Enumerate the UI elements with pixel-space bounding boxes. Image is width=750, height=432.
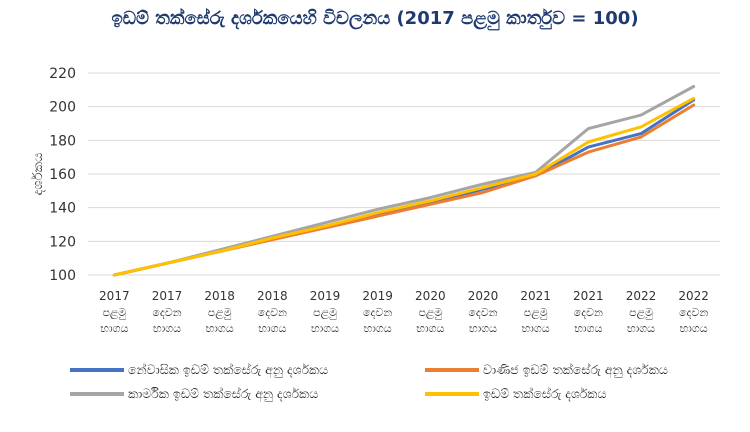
legend-swatch-residential: [70, 368, 124, 372]
legend-item-residential: නේවාසික ඉඩම් තක්සේරු අනු දර්ශකය: [70, 362, 328, 378]
y-tick-label-120: 120: [49, 234, 76, 250]
x-tick-label-9-2: භාගය: [574, 322, 602, 335]
y-tick-label-160: 160: [49, 167, 76, 183]
x-tick-label-5-0: 2019: [362, 289, 393, 303]
x-tick-label-2-0: 2018: [204, 289, 235, 303]
legend-label-industrial: කාර්මික ඉඩම් තක්සේරු අනු දර්ශකය: [128, 386, 319, 401]
x-tick-label-7-1: දෙවන: [468, 306, 497, 319]
chart-title: ඉඩම් තක්සේරු දර්ශකයෙහි විචලනය (2017 පළමු…: [111, 8, 639, 29]
legend-item-overall: ඉඩම් තක්සේරු දර්ශකය: [425, 386, 606, 402]
x-tick-label-1-2: භාගය: [153, 322, 181, 335]
x-tick-label-5-1: දෙවන: [363, 306, 392, 319]
x-tick-label-6-2: භාගය: [416, 322, 444, 335]
series-line-0: [112, 98, 696, 277]
x-tick-label-8-2: භාගය: [522, 322, 550, 335]
legend-item-industrial: කාර්මික ඉඩම් තක්සේරු අනු දර්ශකය: [70, 386, 318, 402]
x-tick-label-0-1: පළමු: [102, 306, 126, 320]
x-tick-label-10-1: පළමු: [629, 306, 653, 320]
x-tick-label-4-2: භාගය: [311, 322, 339, 335]
x-tick-label-8-0: 2021: [520, 289, 551, 303]
y-axis-label: දර්ශකය: [30, 153, 46, 196]
legend-swatch-industrial: [70, 392, 124, 396]
y-tick-label-220: 220: [49, 66, 76, 82]
y-tick-label-200: 200: [49, 100, 76, 116]
x-tick-label-6-1: පළමු: [418, 306, 442, 320]
x-tick-label-0-2: භාගය: [100, 322, 128, 335]
y-tick-label-180: 180: [49, 133, 76, 149]
x-tick-label-5-2: භාගය: [364, 322, 392, 335]
x-tick-label-10-0: 2022: [626, 289, 657, 303]
x-tick-label-6-0: 2020: [415, 289, 446, 303]
x-tick-label-4-1: පළමු: [313, 306, 337, 320]
x-tick-label-4-0: 2019: [310, 289, 341, 303]
x-tick-label-9-1: දෙවන: [574, 306, 603, 319]
x-tick-label-3-0: 2018: [257, 289, 288, 303]
x-tick-label-1-0: 2017: [152, 289, 183, 303]
legend-label-overall: ඉඩම් තක්සේරු දර්ශකය: [483, 386, 607, 401]
x-tick-label-9-0: 2021: [573, 289, 604, 303]
x-tick-label-10-2: භාගය: [627, 322, 655, 335]
x-tick-label-1-1: දෙවන: [152, 306, 181, 319]
series-line-1: [112, 103, 696, 277]
x-tick-label-7-2: භාගය: [469, 322, 497, 335]
legend-swatch-commercial: [425, 368, 479, 372]
y-tick-label-140: 140: [49, 201, 76, 217]
legend-item-commercial: වාණිජ ඉඩම් තක්සේරු අනු දර්ශකය: [425, 362, 668, 378]
x-tick-label-3-1: දෙවන: [258, 306, 287, 319]
series-line-3: [112, 96, 696, 277]
x-tick-label-11-1: දෙවන: [679, 306, 708, 319]
x-tick-label-7-0: 2020: [468, 289, 499, 303]
series-line-2: [112, 85, 696, 277]
legend-label-residential: නේවාසික ඉඩම් තක්සේරු අනු දර්ශකය: [128, 362, 329, 377]
x-tick-label-3-2: භාගය: [258, 322, 286, 335]
x-tick-label-0-0: 2017: [99, 289, 130, 303]
x-tick-label-8-1: පළමු: [524, 306, 548, 320]
x-tick-label-2-1: පළමු: [208, 306, 232, 320]
x-tick-label-2-2: භාගය: [206, 322, 234, 335]
legend-label-commercial: වාණිජ ඉඩම් තක්සේරු අනු දර්ශකය: [483, 362, 668, 377]
y-tick-label-100: 100: [49, 268, 76, 284]
x-tick-label-11-2: භාගය: [680, 322, 708, 335]
x-tick-label-11-0: 2022: [678, 289, 709, 303]
legend-swatch-overall: [425, 392, 479, 396]
